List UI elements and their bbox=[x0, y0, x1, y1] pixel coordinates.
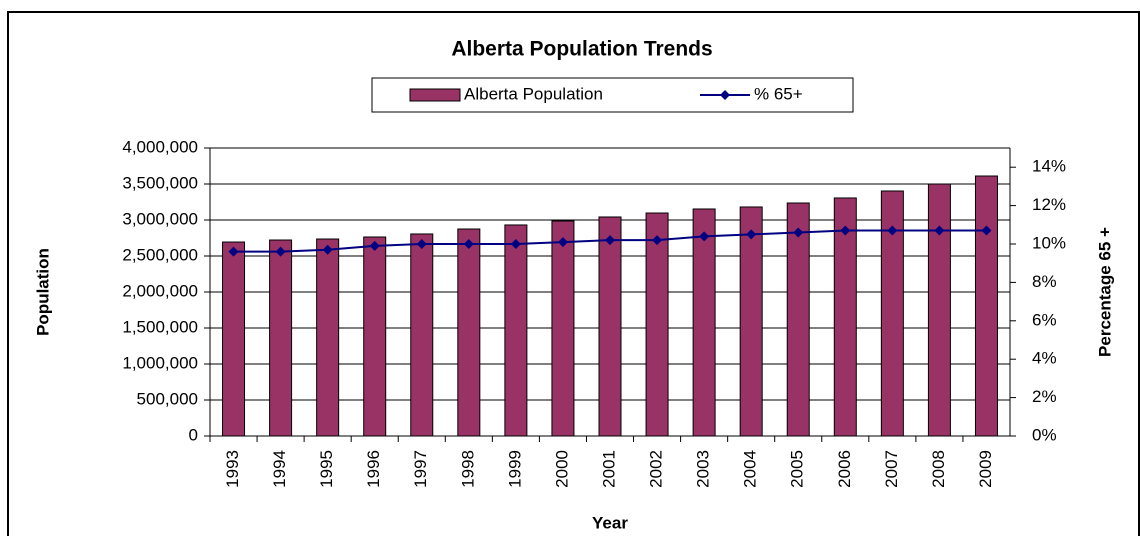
marker bbox=[981, 225, 992, 236]
y-axis-label: Population bbox=[33, 248, 52, 336]
marker bbox=[228, 246, 239, 257]
legend-label: % 65+ bbox=[754, 84, 803, 103]
bar bbox=[410, 233, 434, 437]
y-tick-label: 500,000 bbox=[137, 389, 198, 408]
y2-axis-label: Percentage 65 + bbox=[1095, 227, 1114, 357]
bar bbox=[222, 241, 246, 437]
marker bbox=[699, 231, 710, 242]
bar bbox=[269, 239, 293, 437]
bar bbox=[363, 236, 387, 437]
y2-tick-label: 10% bbox=[1032, 233, 1066, 252]
marker bbox=[652, 235, 663, 246]
bar bbox=[786, 202, 810, 437]
y-tick-label: 4,000,000 bbox=[122, 137, 198, 156]
marker bbox=[746, 229, 757, 240]
legend-swatch bbox=[409, 88, 461, 102]
x-tick-label: 1997 bbox=[411, 450, 430, 488]
y-tick-label: 2,000,000 bbox=[122, 281, 198, 300]
x-tick-label: 2006 bbox=[835, 450, 854, 488]
x-tick-label: 2004 bbox=[741, 450, 760, 488]
marker bbox=[275, 246, 286, 257]
x-tick-label: 1996 bbox=[364, 450, 383, 488]
bar bbox=[551, 220, 575, 437]
bar bbox=[739, 206, 763, 437]
x-tick-label: 2005 bbox=[788, 450, 807, 488]
y2-tick-label: 14% bbox=[1032, 157, 1066, 176]
x-tick-label: 1995 bbox=[317, 450, 336, 488]
x-tick-label: 2008 bbox=[929, 450, 948, 488]
marker bbox=[934, 225, 945, 236]
bar bbox=[692, 208, 716, 437]
x-tick-label: 1999 bbox=[505, 450, 524, 488]
y-tick-label: 1,500,000 bbox=[122, 317, 198, 336]
x-tick-label: 2009 bbox=[976, 450, 995, 488]
marker bbox=[369, 240, 380, 251]
marker bbox=[887, 225, 898, 236]
bar bbox=[974, 175, 998, 437]
y-tick-label: 3,500,000 bbox=[122, 173, 198, 192]
marker bbox=[793, 227, 804, 238]
x-tick-label: 2001 bbox=[599, 450, 618, 488]
bar bbox=[927, 183, 951, 437]
y2-tick-label: 8% bbox=[1032, 272, 1057, 291]
marker bbox=[463, 239, 474, 249]
bar bbox=[504, 224, 528, 437]
bar bbox=[880, 190, 904, 437]
y-tick-label: 3,000,000 bbox=[122, 209, 198, 228]
y-tick-label: 0 bbox=[189, 425, 198, 444]
x-tick-label: 2003 bbox=[694, 450, 713, 488]
marker bbox=[557, 237, 568, 248]
marker bbox=[510, 239, 521, 249]
y2-tick-label: 0% bbox=[1032, 425, 1057, 444]
chart-title: Alberta Population Trends bbox=[451, 38, 712, 61]
x-tick-label: 2000 bbox=[552, 450, 571, 488]
x-tick-label: 1998 bbox=[458, 450, 477, 488]
x-axis-label: Year bbox=[592, 513, 628, 532]
bar bbox=[316, 238, 340, 437]
marker bbox=[840, 225, 851, 236]
bar bbox=[598, 216, 622, 437]
bar bbox=[457, 228, 481, 437]
y-tick-label: 1,000,000 bbox=[122, 353, 198, 372]
y2-tick-label: 6% bbox=[1032, 310, 1057, 329]
x-tick-label: 1994 bbox=[270, 450, 289, 488]
x-tick-label: 1993 bbox=[223, 450, 242, 488]
y-tick-label: 2,500,000 bbox=[122, 245, 198, 264]
bar bbox=[833, 197, 857, 437]
y2-tick-label: 2% bbox=[1032, 387, 1057, 406]
x-tick-label: 2002 bbox=[647, 450, 666, 488]
legend-label: Alberta Population bbox=[464, 84, 603, 103]
marker bbox=[605, 235, 615, 246]
marker bbox=[416, 239, 427, 249]
marker bbox=[322, 244, 333, 255]
legend-marker bbox=[720, 90, 730, 100]
bar bbox=[645, 212, 669, 437]
y2-tick-label: 12% bbox=[1032, 195, 1066, 214]
y2-tick-label: 4% bbox=[1032, 349, 1057, 368]
x-tick-label: 2007 bbox=[882, 450, 901, 488]
